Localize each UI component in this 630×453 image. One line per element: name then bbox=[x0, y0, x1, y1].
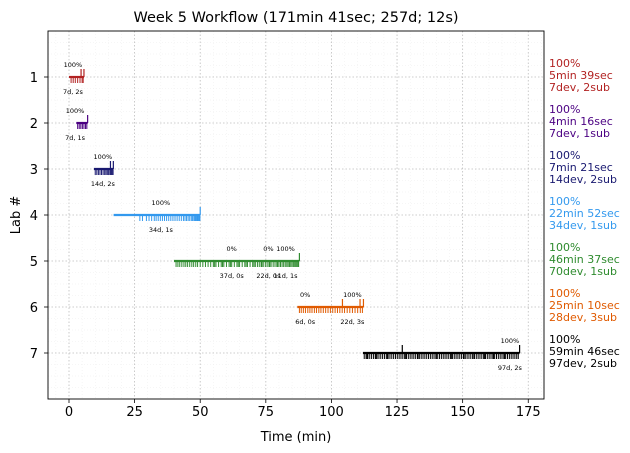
lab-timelines: 100% 7d, 2s 100% 7d, 1s 100% 14d, 2s 100% 34d, … bbox=[63, 61, 523, 372]
lab-5-timeline: 0% 37d, 0s 0% 22d, 0s 100% 11d, 1s bbox=[173, 245, 301, 280]
x-tick-label: 25 bbox=[126, 405, 143, 420]
summary-line: 97dev, 2sub bbox=[549, 357, 617, 370]
checkpoint-percent: 100% bbox=[343, 291, 362, 299]
y-tick-label: 6 bbox=[30, 301, 38, 316]
checkpoint-counts: 7d, 1s bbox=[65, 134, 86, 142]
checkpoint-counts: 14d, 2s bbox=[91, 180, 116, 188]
x-tick-label: 150 bbox=[450, 405, 475, 420]
checkpoint-percent: 100% bbox=[276, 245, 295, 253]
summary-line: 22min 52sec bbox=[549, 207, 620, 220]
checkpoint-counts: 37d, 0s bbox=[220, 272, 245, 280]
x-axis-ticks: 0 25 50 75 100 125 150 175 bbox=[65, 399, 541, 420]
checkpoint-percent: 0% bbox=[227, 245, 237, 253]
checkpoint-percent: 0% bbox=[300, 291, 310, 299]
summary-line: 7dev, 2sub bbox=[549, 81, 610, 94]
y-tick-label: 1 bbox=[30, 71, 38, 86]
x-axis-label: Time (min) bbox=[260, 430, 332, 445]
checkpoint-counts: 22d, 0s bbox=[256, 272, 281, 280]
summary-line: 7min 21sec bbox=[549, 161, 613, 174]
x-tick-label: 75 bbox=[258, 405, 275, 420]
checkpoint-percent: 100% bbox=[152, 199, 171, 207]
y-tick-label: 2 bbox=[30, 117, 38, 132]
checkpoint-counts: 7d, 2s bbox=[63, 88, 84, 96]
summary-line: 100% bbox=[549, 103, 580, 116]
x-tick-label: 100 bbox=[319, 405, 344, 420]
summary-line: 34dev, 1sub bbox=[549, 219, 617, 232]
y-tick-label: 7 bbox=[30, 347, 38, 362]
summary-line: 59min 46sec bbox=[549, 345, 620, 358]
lab-7-timeline: 100% 97d, 2s bbox=[362, 337, 523, 372]
summary-line: 14dev, 2sub bbox=[549, 173, 617, 186]
summary-line: 100% bbox=[549, 241, 580, 254]
checkpoint-counts: 6d, 0s bbox=[295, 318, 316, 326]
summary-line: 100% bbox=[549, 333, 580, 346]
checkpoint-counts: 34d, 1s bbox=[149, 226, 174, 234]
checkpoint-counts: 22d, 3s bbox=[340, 318, 365, 326]
y-tick-label: 3 bbox=[30, 163, 38, 178]
y-axis-label: Lab # bbox=[9, 196, 24, 235]
grid bbox=[48, 31, 544, 399]
checkpoint-percent: 100% bbox=[501, 337, 520, 345]
lab-3-timeline: 100% 14d, 2s bbox=[91, 153, 116, 188]
summary-line: 4min 16sec bbox=[549, 115, 613, 128]
summary-line: 46min 37sec bbox=[549, 253, 620, 266]
checkpoint-percent: 100% bbox=[66, 107, 85, 115]
x-tick-label: 0 bbox=[65, 405, 73, 420]
summary-line: 25min 10sec bbox=[549, 299, 620, 312]
y-axis-ticks: 1 2 3 4 5 6 7 bbox=[30, 71, 48, 362]
y-tick-label: 4 bbox=[30, 209, 38, 224]
checkpoint-counts: 97d, 2s bbox=[498, 364, 523, 372]
summary-line: 100% bbox=[549, 149, 580, 162]
x-tick-label: 50 bbox=[192, 405, 209, 420]
summary-line: 7dev, 1sub bbox=[549, 127, 610, 140]
checkpoint-percent: 100% bbox=[64, 61, 83, 69]
checkpoint-percent: 0% bbox=[263, 245, 273, 253]
summary-line: 100% bbox=[549, 195, 580, 208]
lab-1-timeline: 100% 7d, 2s bbox=[63, 61, 85, 96]
lab-2-timeline: 100% 7d, 1s bbox=[65, 107, 89, 142]
summary-line: 100% bbox=[549, 287, 580, 300]
chart-title: Week 5 Workflow (171min 41sec; 257d; 12s… bbox=[133, 10, 458, 26]
x-tick-label: 125 bbox=[385, 405, 410, 420]
summary-line: 70dev, 1sub bbox=[549, 265, 617, 278]
summary-line: 28dev, 3sub bbox=[549, 311, 617, 324]
summary-line: 5min 39sec bbox=[549, 69, 613, 82]
lab-4-timeline: 100% 34d, 1s bbox=[113, 199, 201, 234]
checkpoint-counts: 11d, 1s bbox=[273, 272, 298, 280]
lab-6-timeline: 0% 6d, 0s 100% 22d, 3s bbox=[295, 291, 365, 326]
summary-line: 100% bbox=[549, 57, 580, 70]
y-tick-label: 5 bbox=[30, 255, 38, 270]
x-tick-label: 175 bbox=[516, 405, 541, 420]
checkpoint-percent: 100% bbox=[94, 153, 113, 161]
